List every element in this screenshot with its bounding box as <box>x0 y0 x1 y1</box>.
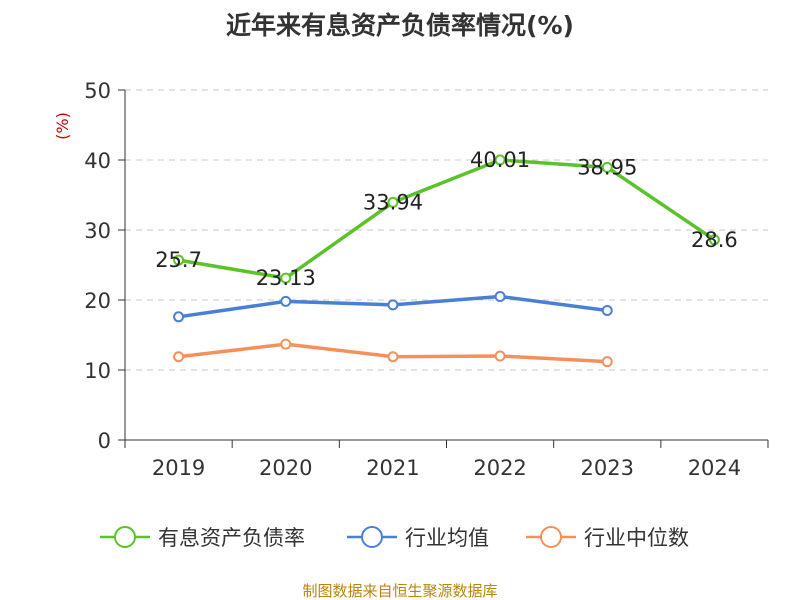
grid-lines <box>125 89 768 371</box>
y-tick-label-10: 10 <box>84 359 111 383</box>
legend-item-1: 行业均值 <box>347 526 489 550</box>
legend-marker-2 <box>540 526 562 548</box>
data-point-0-2024 <box>708 234 720 246</box>
series-line-0 <box>176 158 717 280</box>
legend-label-1: 行业均值 <box>405 526 489 550</box>
y-tick-label-40: 40 <box>84 149 111 173</box>
series-lines <box>173 154 720 368</box>
data-point-1-2021 <box>387 299 399 311</box>
legend-label-2: 行业中位数 <box>584 526 689 550</box>
data-label-2019: 25.7 <box>155 248 202 272</box>
data-label-2023: 38.95 <box>577 155 637 179</box>
data-point-2-2020 <box>280 338 292 350</box>
legend-label-0: 有息资产负债率 <box>158 526 305 550</box>
legend-marker-0 <box>114 526 136 548</box>
x-tick-label-2023: 2023 <box>581 456 634 480</box>
data-point-0-2023 <box>601 161 613 173</box>
chart-title: 近年来有息资产负债率情况(%) <box>226 11 574 40</box>
y-tick-label-50: 50 <box>84 79 111 103</box>
data-point-0-2022 <box>494 154 506 166</box>
x-tick-label-2022: 2022 <box>473 456 526 480</box>
axes: 0 10 20 30 40 50 2019 2020 2021 2022 2023 2024 <box>84 79 769 480</box>
data-label-2022: 40.01 <box>470 148 530 172</box>
data-point-2-2019 <box>173 351 185 363</box>
data-label-2020: 23.13 <box>256 266 316 290</box>
y-axis-unit-label: (%) <box>53 112 72 140</box>
data-point-0-2020 <box>280 272 292 284</box>
data-point-1-2023 <box>601 305 613 316</box>
data-point-0-2021 <box>387 196 399 208</box>
data-point-1-2022 <box>494 291 506 302</box>
data-labels: 25.7 23.13 33.94 40.01 38.95 28.6 <box>155 148 738 290</box>
legend-item-0: 有息资产负债率 <box>100 526 305 550</box>
legend: 有息资产负债率 行业均值 行业中位数 <box>100 526 689 550</box>
data-point-1-2019 <box>173 311 185 323</box>
data-point-0-2019 <box>173 254 185 266</box>
data-point-2-2023 <box>601 356 613 368</box>
legend-item-2: 行业中位数 <box>526 526 689 550</box>
data-label-2021: 33.94 <box>363 190 423 214</box>
x-tick-label-2021: 2021 <box>366 456 419 480</box>
x-tick-label-2020: 2020 <box>259 456 312 480</box>
data-point-1-2020 <box>280 295 292 307</box>
data-label-2024: 28.6 <box>691 228 738 252</box>
x-tick-label-2019: 2019 <box>152 456 205 480</box>
data-point-2-2021 <box>387 351 399 363</box>
y-tick-label-20: 20 <box>84 289 111 313</box>
y-tick-label-0: 0 <box>98 429 111 453</box>
x-tick-label-2024: 2024 <box>688 456 741 480</box>
data-point-2-2022 <box>494 350 506 362</box>
legend-marker-1 <box>361 526 383 548</box>
y-tick-label-30: 30 <box>84 219 111 243</box>
source-note: 制图数据来自恒生聚源数据库 <box>302 582 497 600</box>
